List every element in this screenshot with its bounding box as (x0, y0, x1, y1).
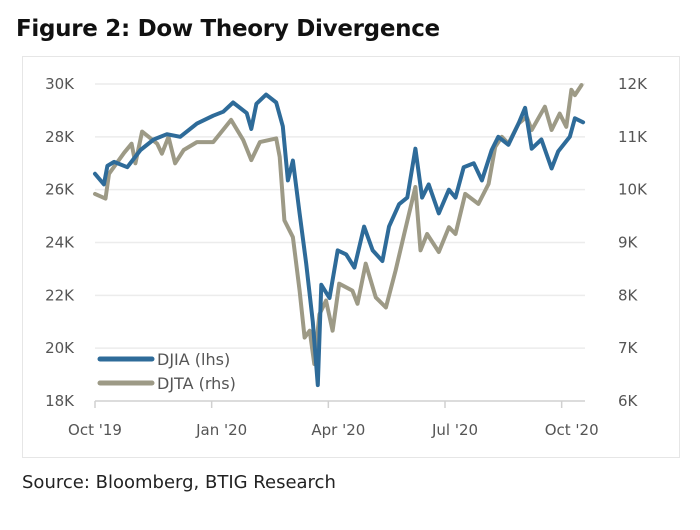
left-y-tick-label: 20K (45, 339, 75, 357)
figure-title: Figure 2: Dow Theory Divergence (16, 16, 440, 42)
left-y-tick-label: 18K (45, 392, 75, 410)
legend-djta-label: DJTA (rhs) (157, 374, 236, 393)
right-y-tick-label: 10K (618, 181, 648, 199)
right-y-tick-label: 9K (618, 234, 639, 252)
right-y-tick-label: 11K (618, 128, 648, 146)
x-tick-label: Jul '20 (431, 421, 478, 439)
x-tick-label: Jan '20 (195, 421, 247, 439)
left-y-tick-label: 30K (45, 75, 75, 93)
left-y-tick-label: 22K (45, 286, 75, 304)
right-y-tick-label: 12K (618, 75, 648, 93)
x-tick-label: Apr '20 (311, 421, 365, 439)
left-y-tick-label: 28K (45, 128, 75, 146)
left-y-tick-label: 24K (45, 234, 75, 252)
x-tick-label: Oct '20 (545, 421, 599, 439)
chart-frame (22, 56, 680, 458)
x-tick-label: Oct '19 (68, 421, 122, 439)
left-y-tick-label: 26K (45, 181, 75, 199)
djta-line (93, 83, 584, 366)
legend-djia-label: DJIA (lhs) (157, 350, 230, 369)
djia-line (93, 92, 586, 388)
right-y-tick-label: 7K (618, 339, 639, 357)
source-note: Source: Bloomberg, BTIG Research (22, 472, 336, 493)
right-y-tick-label: 6K (618, 392, 639, 410)
right-y-tick-label: 8K (618, 286, 639, 304)
